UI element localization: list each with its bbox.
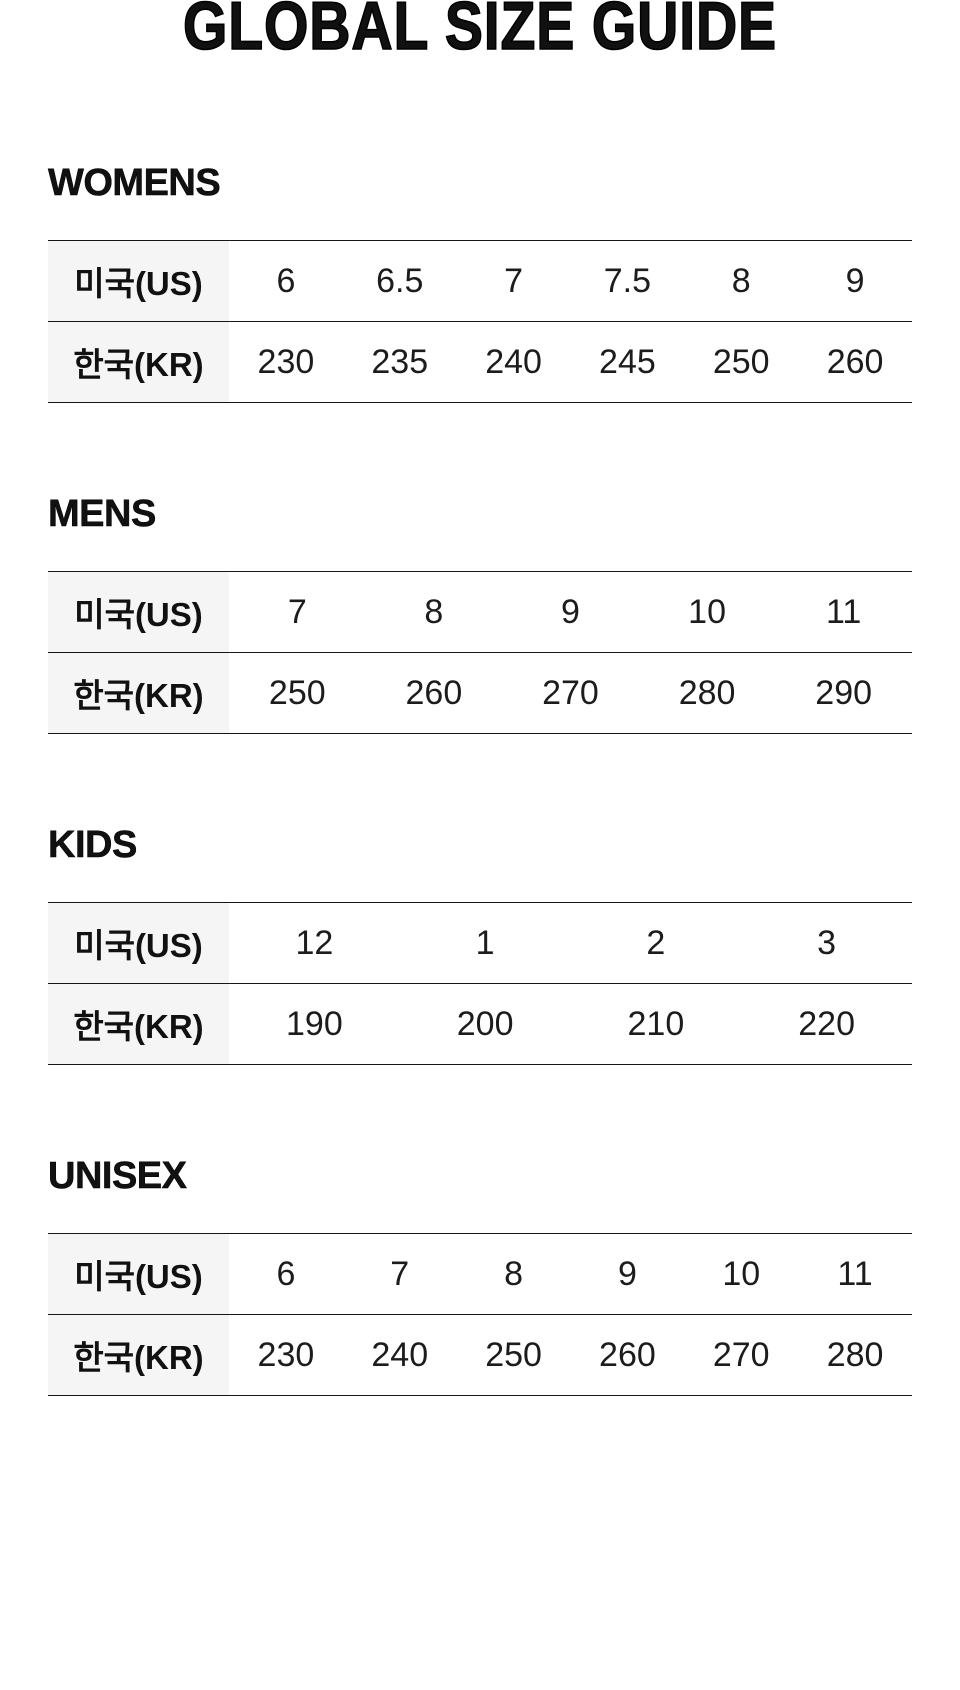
kr-size-row: 한국(KR) 190 200 210 220 — [48, 983, 912, 1065]
kr-size-cell-1: 235 — [371, 342, 429, 381]
kr-row-label: 한국(KR) — [48, 1314, 229, 1396]
page-title: GLOBAL SIZE GUIDE — [182, 0, 777, 64]
us-size-row: 미국(US) 7 8 9 10 11 — [48, 571, 912, 653]
kr-row-label: 한국(KR) — [48, 652, 229, 734]
kr-size-cell-2: 250 — [485, 1335, 542, 1374]
us-size-cell-1: 7 — [390, 1254, 410, 1293]
us-size-cell-1: 8 — [424, 592, 444, 631]
kr-size-cell-3: 280 — [678, 673, 736, 712]
us-size-cell-5: 9 — [845, 261, 865, 300]
kr-row-label: 한국(KR) — [48, 983, 229, 1065]
kr-size-cell-3: 260 — [599, 1335, 656, 1374]
kr-size-cell-4: 270 — [712, 1335, 770, 1374]
kr-size-cell-4: 250 — [712, 342, 770, 381]
kr-size-cell-5: 260 — [826, 342, 884, 381]
us-size-cell-5: 11 — [837, 1254, 873, 1293]
us-size-cell-2: 2 — [646, 923, 666, 962]
kr-size-row: 한국(KR) 230 240 250 260 270 280 — [48, 1314, 912, 1396]
section-heading: KIDS — [48, 824, 138, 866]
size-table: 미국(US) 12 1 2 3 한국(KR) 190 200 210 220 — [48, 902, 912, 1065]
kr-size-cell-2: 270 — [542, 673, 599, 712]
size-section-womens: WOMENS 미국(US) 6 6.5 7 7.5 8 9 한국(KR) 230 235 24… — [48, 164, 912, 403]
kr-size-row: 한국(KR) 250 260 270 280 290 — [48, 652, 912, 734]
us-size-cell-4: 11 — [826, 592, 862, 631]
us-size-cell-3: 3 — [817, 923, 837, 962]
us-size-cell-2: 8 — [504, 1254, 524, 1293]
us-size-cell-2: 7 — [504, 261, 524, 300]
size-guide-page: GLOBAL SIZE GUIDE WOMENS 미국(US) 6 6.5 7 7.5… — [48, 0, 912, 1396]
us-size-row: 미국(US) 6 6.5 7 7.5 8 9 — [48, 240, 912, 322]
kr-size-cell-2: 240 — [485, 342, 542, 381]
us-size-cell-1: 6.5 — [376, 261, 424, 300]
section-heading: WOMENS — [48, 162, 221, 204]
kr-size-cell-1: 200 — [456, 1004, 514, 1043]
us-size-cell-4: 8 — [731, 261, 751, 300]
us-size-row: 미국(US) 6 7 8 9 10 11 — [48, 1233, 912, 1315]
us-size-cell-0: 12 — [295, 923, 334, 962]
us-row-label: 미국(US) — [48, 240, 229, 322]
size-table: 미국(US) 6 7 8 9 10 11 한국(KR) 230 240 250 260 270 28… — [48, 1233, 912, 1396]
size-table-body: 미국(US) 12 1 2 3 한국(KR) 190 200 210 220 — [48, 902, 912, 1065]
kr-size-cell-0: 230 — [257, 342, 315, 381]
section-heading: MENS — [48, 493, 157, 535]
kr-size-cell-4: 290 — [815, 673, 873, 712]
us-size-row: 미국(US) 12 1 2 3 — [48, 902, 912, 984]
section-heading: UNISEX — [48, 1155, 187, 1197]
kr-row-label: 한국(KR) — [48, 321, 229, 403]
kr-size-row: 한국(KR) 230 235 240 245 250 260 — [48, 321, 912, 403]
us-size-cell-0: 6 — [276, 1254, 296, 1293]
kr-size-cell-2: 210 — [627, 1004, 685, 1043]
size-section-mens: MENS 미국(US) 7 8 9 10 11 한국(KR) 250 260 270 280 2… — [48, 495, 912, 734]
kr-size-cell-1: 260 — [405, 673, 463, 712]
kr-size-cell-0: 230 — [257, 1335, 315, 1374]
kr-size-cell-3: 220 — [798, 1004, 855, 1043]
size-table: 미국(US) 7 8 9 10 11 한국(KR) 250 260 270 280 290 — [48, 571, 912, 734]
kr-size-cell-5: 280 — [826, 1335, 884, 1374]
size-table: 미국(US) 6 6.5 7 7.5 8 9 한국(KR) 230 235 240 245 250… — [48, 240, 912, 403]
size-sections-container: WOMENS 미국(US) 6 6.5 7 7.5 8 9 한국(KR) 230 235 24… — [48, 164, 912, 1396]
us-size-cell-4: 10 — [722, 1254, 761, 1293]
us-row-label: 미국(US) — [48, 571, 229, 653]
us-size-cell-2: 9 — [561, 592, 580, 631]
kr-size-cell-1: 240 — [371, 1335, 429, 1374]
size-table-body: 미국(US) 6 7 8 9 10 11 한국(KR) 230 240 250 260 270 28… — [48, 1233, 912, 1396]
us-size-cell-3: 10 — [688, 592, 726, 631]
size-table-body: 미국(US) 7 8 9 10 11 한국(KR) 250 260 270 280 290 — [48, 571, 912, 734]
us-size-cell-0: 7 — [287, 592, 307, 631]
us-size-cell-0: 6 — [276, 261, 296, 300]
size-section-unisex: UNISEX 미국(US) 6 7 8 9 10 11 한국(KR) 230 240 250 2… — [48, 1157, 912, 1396]
us-size-cell-3: 7.5 — [603, 261, 652, 300]
kr-size-cell-0: 190 — [286, 1004, 343, 1043]
kr-size-cell-0: 250 — [268, 673, 326, 712]
size-table-body: 미국(US) 6 6.5 7 7.5 8 9 한국(KR) 230 235 240 245 250… — [48, 240, 912, 403]
us-size-cell-3: 9 — [617, 1254, 637, 1293]
us-row-label: 미국(US) — [48, 902, 229, 984]
us-row-label: 미국(US) — [48, 1233, 229, 1315]
kr-size-cell-3: 245 — [599, 342, 656, 381]
us-size-cell-1: 1 — [475, 923, 495, 962]
size-section-kids: KIDS 미국(US) 12 1 2 3 한국(KR) 190 200 210 220 — [48, 826, 912, 1065]
